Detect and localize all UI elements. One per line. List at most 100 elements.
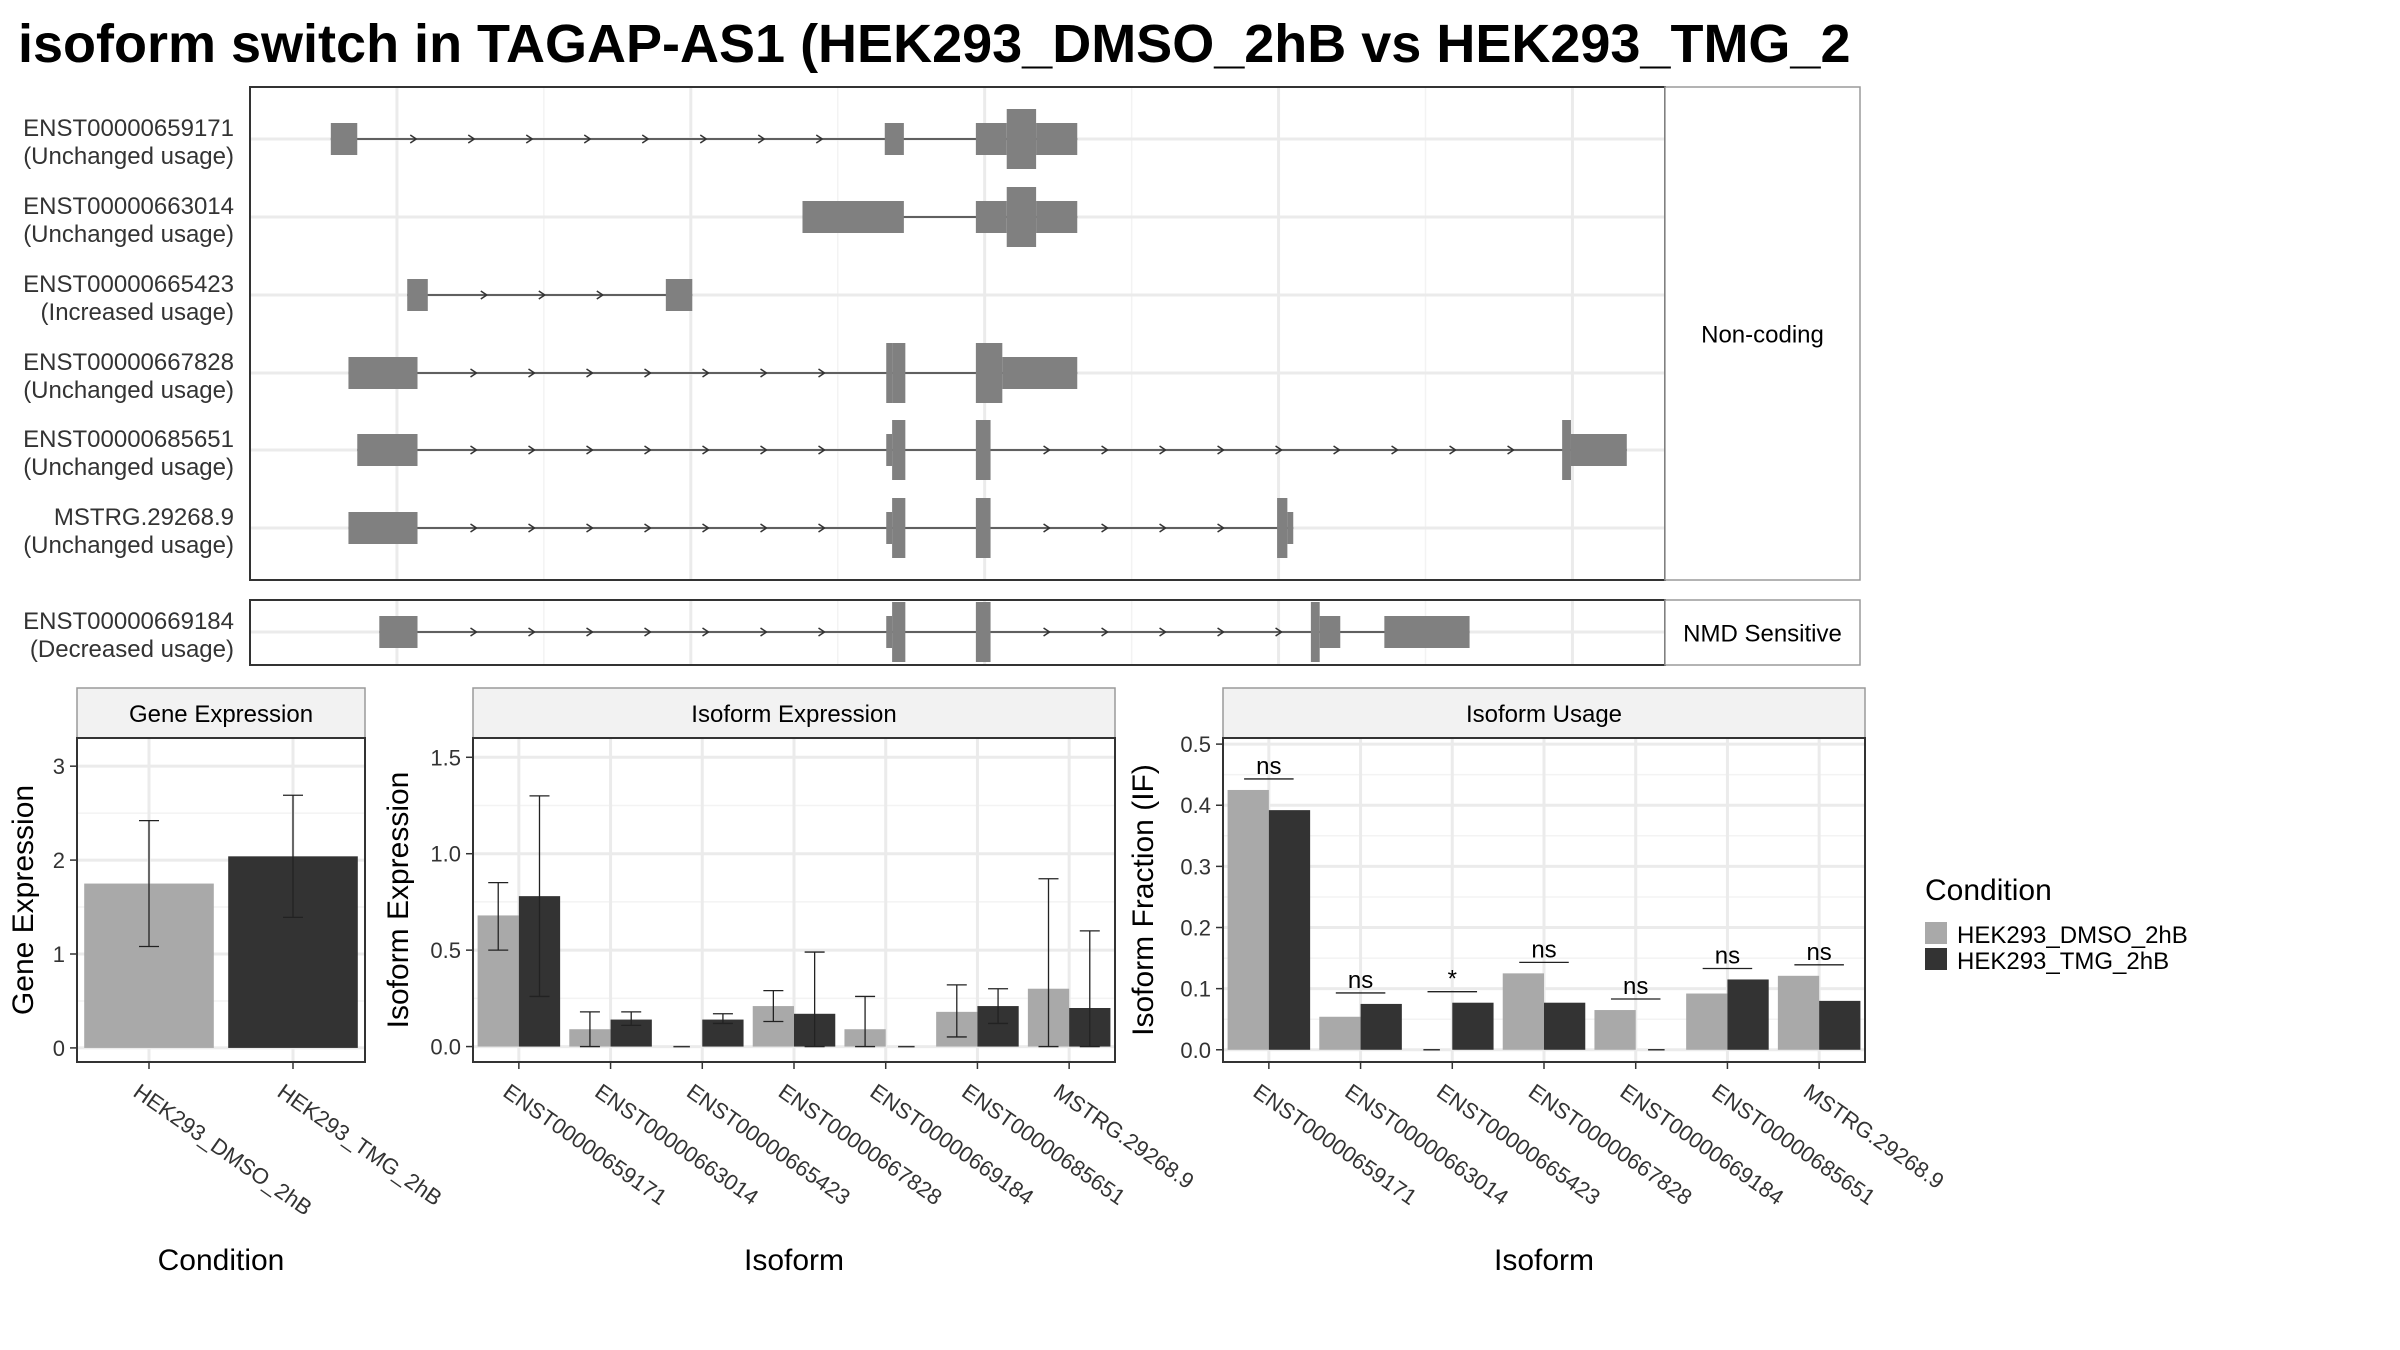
transcript-id-label: ENST00000663014 <box>23 193 234 220</box>
transcript-id-label: ENST00000669184 <box>23 608 234 635</box>
exon-block <box>975 602 991 662</box>
intron-arrow <box>1449 445 1457 455</box>
y-tick-label: 2 <box>53 848 65 873</box>
exon-block <box>892 498 906 558</box>
x-tick-label: ENST00000659171 <box>499 1079 672 1210</box>
exon-block <box>1277 498 1288 558</box>
y-axis-title: Isoform Expression <box>382 772 415 1029</box>
exon-block <box>357 434 418 466</box>
legend-label-tmg: HEK293_TMG_2hB <box>1957 948 2169 975</box>
legend-label-dmso: HEK293_DMSO_2hB <box>1957 922 2188 949</box>
significance-label: * <box>1448 966 1457 993</box>
intron-arrow <box>760 627 768 637</box>
facet-label: Non-coding <box>1701 322 1824 349</box>
structure-panel-bg <box>250 87 1665 580</box>
intron-arrow <box>1217 627 1225 637</box>
intron-arrow <box>818 627 826 637</box>
exon-block <box>1006 187 1037 247</box>
y-tick-label: 0.0 <box>1180 1038 1211 1063</box>
panel-title: Isoform Usage <box>1466 701 1622 728</box>
intron-arrow <box>470 523 478 533</box>
intron-arrow <box>1507 445 1515 455</box>
intron-arrow <box>815 134 824 144</box>
intron-arrow <box>467 134 476 144</box>
legend-swatch-dmso <box>1925 922 1947 944</box>
intron-arrow <box>1043 445 1051 455</box>
significance-label: ns <box>1806 939 1831 966</box>
intron-arrow <box>818 523 826 533</box>
intron-arrow <box>702 523 710 533</box>
intron-arrow <box>528 627 536 637</box>
y-tick-label: 0.5 <box>1180 732 1211 757</box>
intron-arrow <box>586 523 594 533</box>
intron-arrow <box>760 523 768 533</box>
y-axis-title: Isoform Fraction (IF) <box>1127 764 1160 1036</box>
panel-strip <box>472 687 1116 739</box>
bar <box>1452 1002 1494 1050</box>
y-axis-title: Gene Expression <box>7 785 40 1015</box>
exon-block <box>1319 616 1341 648</box>
intron-arrow <box>702 368 710 378</box>
x-tick-label: ENST00000665423 <box>1432 1079 1605 1210</box>
exon-block <box>884 123 904 155</box>
bar <box>1502 973 1544 1050</box>
bar <box>1594 1010 1636 1050</box>
intron-arrow <box>699 134 708 144</box>
isoform-usage-panel: Isoform Usage 0.0 0.1 0.2 0.3 0.4 0.5 ns ns * ns ns… <box>1127 687 1949 1277</box>
intron-arrow <box>1101 445 1109 455</box>
exon-block <box>892 602 906 662</box>
exon-block <box>665 279 693 311</box>
intron-arrow <box>818 445 826 455</box>
transcript-usage-label: (Increased usage) <box>41 299 234 326</box>
exon-block <box>975 123 1007 155</box>
y-tick-label: 3 <box>53 754 65 779</box>
gene-expression-panel: Gene Expression0123HEK293_DMSO_2hBHEK293… <box>7 687 447 1277</box>
intron-arrow <box>1159 627 1167 637</box>
y-tick-label: 1.0 <box>430 842 461 867</box>
x-tick-label: ENST00000659171 <box>1249 1079 1422 1210</box>
exon-block <box>1562 420 1571 480</box>
x-axis-title: Isoform <box>1494 1244 1594 1277</box>
intron-arrow <box>1333 445 1341 455</box>
y-tick-label: 1 <box>53 942 65 967</box>
intron-arrow <box>1159 523 1167 533</box>
exon-block <box>1036 123 1078 155</box>
legend-swatch-tmg <box>1925 948 1947 970</box>
x-tick-label: ENST00000667828 <box>774 1079 947 1210</box>
x-tick-label: ENST00000685651 <box>957 1079 1130 1210</box>
y-tick-label: 0.0 <box>430 1035 461 1060</box>
y-tick-label: 0.1 <box>1180 977 1211 1002</box>
intron-arrow <box>528 445 536 455</box>
exon-block <box>1036 201 1078 233</box>
intron-arrow <box>586 445 594 455</box>
figure-title: isoform switch in TAGAP-AS1 (HEK293_DMSO… <box>18 14 1851 74</box>
intron-arrow <box>409 134 418 144</box>
exon-block <box>348 357 418 389</box>
intron-arrow <box>586 368 594 378</box>
intron-arrow <box>1101 627 1109 637</box>
significance-label: ns <box>1623 973 1648 1000</box>
exon-block <box>1310 602 1320 662</box>
bar <box>1727 979 1769 1050</box>
condition-legend: Condition HEK293_DMSO_2hB HEK293_TMG_2hB <box>1925 874 2188 975</box>
x-tick-label: ENST00000669184 <box>866 1079 1039 1210</box>
exon-block <box>407 279 428 311</box>
intron-arrow <box>470 627 478 637</box>
exon-block <box>975 498 991 558</box>
transcript-id-label: ENST00000665423 <box>23 271 234 298</box>
exon-block <box>886 512 893 544</box>
transcript-usage-label: (Unchanged usage) <box>23 454 234 481</box>
exon-block <box>892 343 906 403</box>
intron-arrow <box>760 445 768 455</box>
intron-arrow <box>1275 445 1283 455</box>
intron-arrow <box>1101 523 1109 533</box>
intron-arrow <box>583 134 592 144</box>
intron-arrow <box>641 134 650 144</box>
significance-label: ns <box>1348 967 1373 994</box>
intron-arrow <box>528 523 536 533</box>
intron-arrow <box>470 445 478 455</box>
exon-block <box>975 201 1007 233</box>
x-tick-label: ENST00000669184 <box>1616 1079 1789 1210</box>
transcript-usage-label: (Unchanged usage) <box>23 532 234 559</box>
bar <box>1686 993 1728 1050</box>
